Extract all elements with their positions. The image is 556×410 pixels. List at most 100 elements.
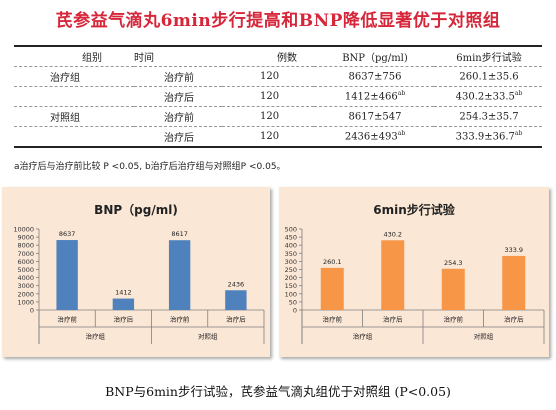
bnp-bar (112, 298, 135, 310)
bnp-category-label: 治疗后 (114, 315, 134, 324)
bnp-ytick-label: 5000 (17, 266, 34, 274)
bnp-data-label: 2436 (228, 280, 245, 288)
cell-count: 120 (222, 126, 314, 148)
cell-count: 120 (222, 86, 314, 107)
bnp-value: 8617±547 (348, 111, 402, 123)
cell-walk: 254.3±35.7 (434, 106, 542, 127)
cell-group (14, 126, 134, 148)
bnp-bar (225, 290, 247, 310)
header-count: 例数 (222, 45, 314, 67)
bnp-ytick-label: 2000 (17, 290, 34, 298)
table-row: 对照组 治疗前 120 8617±547 254.3±35.7 (14, 106, 542, 127)
bnp-ytick-label: 10000 (13, 226, 34, 234)
walk-data-label: 430.2 (383, 230, 402, 238)
cell-group: 治疗组 (14, 66, 134, 87)
bnp-ytick-label: 9000 (17, 234, 34, 242)
cell-bnp: 2436±493ab (314, 126, 434, 148)
walk-bar (502, 255, 526, 310)
walk-value: 254.3±35.7 (459, 111, 519, 123)
cell-time: 治疗前 (134, 106, 222, 127)
bnp-ytick-label: 6000 (17, 258, 34, 266)
bnp-chart-title: BNP（pg/ml) (94, 203, 178, 217)
walk-data-label: 260.1 (323, 258, 342, 266)
bnp-bar (56, 240, 78, 310)
results-table: 组别 时间 例数 BNP（pg/ml) 6min步行试验 治疗组 治疗前 120… (14, 45, 542, 148)
walk-ytick-label: 150 (285, 282, 297, 290)
walk-category-label: 治疗前 (323, 315, 343, 324)
cell-bnp: 1412±466ab (314, 86, 434, 107)
bnp-ytick-label: 1000 (17, 298, 34, 306)
bnp-data-label: 8617 (171, 230, 188, 238)
walk-data-label: 333.9 (504, 246, 523, 254)
bnp-category-label: 治疗后 (226, 315, 246, 324)
table-footnote: a治疗后与治疗前比较 P <0.05, b治疗后治疗组与对照组P <0.05。 (14, 162, 286, 172)
walk-bar (441, 268, 465, 310)
bnp-value: 1412±466 (344, 91, 398, 103)
walk-ytick-label: 250 (285, 266, 297, 274)
cell-group: 对照组 (14, 106, 134, 127)
walk-ytick-label: 300 (285, 258, 297, 266)
bnp-value: 2436±493 (344, 131, 398, 143)
walk-sup: ab (514, 130, 523, 138)
walk-ytick-label: 100 (285, 290, 297, 298)
bnp-ytick-label: 4000 (17, 274, 34, 282)
cell-time: 治疗后 (134, 126, 222, 148)
walk-category-label: 治疗后 (504, 315, 524, 324)
cell-count: 120 (222, 66, 314, 87)
walk-ytick-label: 500 (285, 226, 297, 234)
header-group: 组别 (14, 45, 134, 67)
walk-chart-panel: 6min步行试验 0 50 100 150 200 250 300 350 400 450 500 2… (279, 187, 549, 357)
header-walk: 6min步行试验 (434, 45, 542, 67)
header-bnp: BNP（pg/ml) (314, 45, 434, 67)
bnp-data-label: 1412 (115, 289, 132, 297)
walk-sup: ab (514, 90, 523, 98)
walk-ytick-label: 200 (285, 274, 297, 282)
walk-category-label: 治疗前 (444, 315, 464, 324)
walk-ytick-label: 50 (289, 298, 297, 306)
walk-value: 333.9±36.7 (455, 131, 515, 143)
table-header-row: 组别 时间 例数 BNP（pg/ml) 6min步行试验 (14, 45, 542, 67)
bnp-group-label: 治疗组 (86, 332, 106, 341)
cell-bnp: 8617±547 (314, 106, 434, 127)
cell-count: 120 (222, 106, 314, 127)
bnp-chart: 0100020003000400050006000700080009000100… (13, 226, 265, 344)
cell-walk: 430.2±33.5ab (434, 86, 542, 107)
cell-walk: 260.1±35.6 (434, 66, 542, 87)
walk-bar (381, 240, 405, 310)
bnp-ytick-label: 7000 (17, 250, 34, 258)
bnp-chart-panel: BNP（pg/ml) 0 1000 2000 3000 4000 5000 6000 7000… (2, 187, 270, 357)
conclusion-text: BNP与6min步行试验，芪参益气滴丸组优于对照组 (P<0.05) (105, 384, 451, 399)
walk-ytick-label: 350 (285, 250, 297, 258)
bnp-group-label: 对照组 (198, 332, 218, 341)
header-time: 时间 (134, 45, 222, 67)
table-row: 治疗后 120 1412±466ab 430.2±33.5ab (14, 86, 542, 107)
bnp-sup: ab (397, 130, 406, 138)
walk-group-label: 治疗组 (353, 332, 373, 341)
walk-group-label: 对照组 (474, 332, 494, 341)
cell-walk: 333.9±36.7ab (434, 126, 542, 148)
cell-time: 治疗前 (134, 66, 222, 87)
walk-data-label: 254.3 (444, 259, 463, 267)
bnp-value: 8637±756 (348, 71, 402, 83)
bnp-sup: ab (397, 90, 406, 98)
walk-value: 260.1±35.6 (459, 71, 519, 83)
bnp-bar (168, 240, 191, 310)
walk-category-label: 治疗后 (383, 315, 403, 324)
cell-group (14, 86, 134, 107)
walk-ytick-label: 400 (285, 242, 297, 250)
walk-ytick-label: 0 (293, 307, 297, 315)
bnp-data-label: 8637 (59, 230, 76, 238)
bnp-category-label: 治疗前 (170, 315, 190, 324)
cell-time: 治疗后 (134, 86, 222, 107)
bnp-ytick-label: 8000 (17, 242, 34, 250)
bnp-category-label: 治疗前 (57, 315, 77, 324)
bnp-ytick-label: 3000 (17, 282, 34, 290)
bnp-ytick-label: 0 (30, 307, 34, 315)
walk-bar (320, 267, 344, 310)
walk-chart-title: 6min步行试验 (373, 203, 455, 217)
walk-ytick-label: 450 (285, 234, 297, 242)
table-row: 治疗后 120 2436±493ab 333.9±36.7ab (14, 126, 542, 148)
table-row: 治疗组 治疗前 120 8637±756 260.1±35.6 (14, 66, 542, 87)
walk-value: 430.2±33.5 (455, 91, 515, 103)
